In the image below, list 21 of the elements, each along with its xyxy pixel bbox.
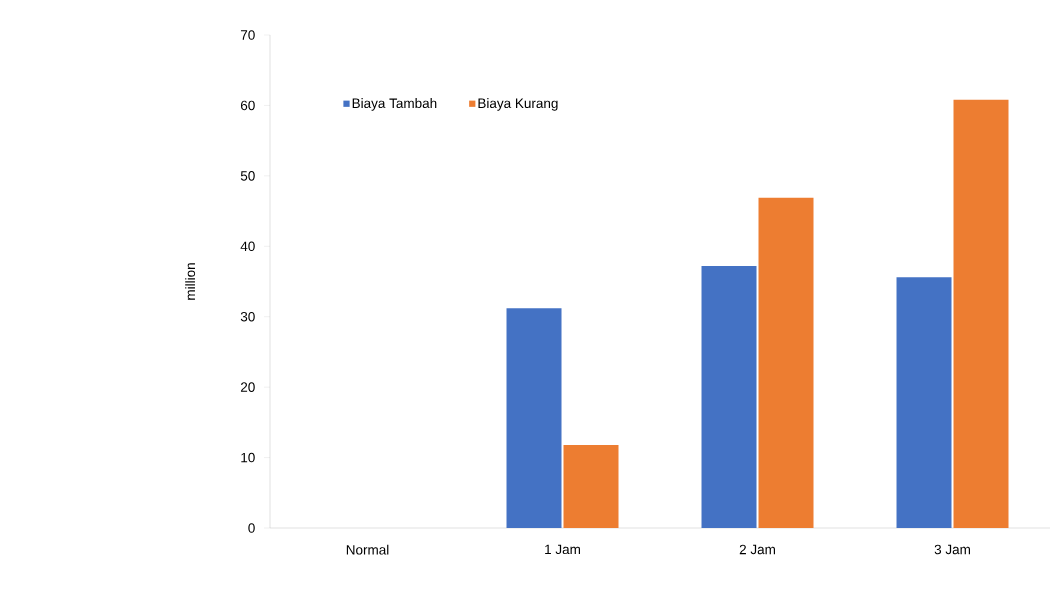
y-axis-title: million: [185, 263, 196, 300]
y-tick-label: 10: [241, 452, 255, 463]
y-tick-label: 40: [240, 241, 255, 252]
y-tick-label: 70: [240, 30, 255, 40]
bar: [953, 99, 1009, 528]
bar: [563, 444, 619, 528]
bar: [701, 266, 757, 528]
x-tick-label: 2 Jam: [739, 544, 775, 555]
x-tick-label: 1 Jam: [545, 544, 580, 555]
legend-label: Biaya Kurang: [478, 98, 558, 111]
y-tick-label: 50: [240, 171, 255, 181]
y-tick-label: 60: [240, 100, 255, 111]
legend-label: Biaya Tambah: [352, 98, 437, 111]
x-tick-label: 3 Jam: [934, 544, 970, 555]
bar: [896, 277, 952, 528]
y-tick-label: 0: [248, 523, 255, 533]
y-tick-label: 20: [240, 382, 255, 392]
x-tick-label: Normal: [346, 544, 389, 555]
y-tick-label: 30: [240, 311, 255, 322]
bar: [506, 308, 562, 528]
bar: [758, 197, 814, 528]
